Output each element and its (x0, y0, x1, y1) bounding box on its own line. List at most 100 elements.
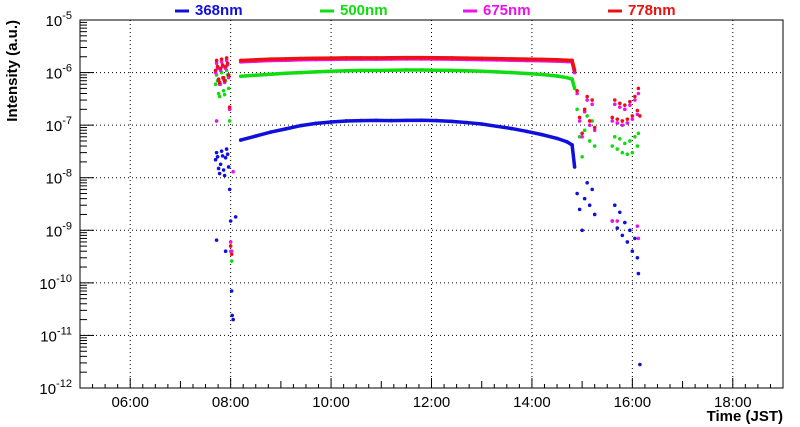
data-point (630, 114, 635, 118)
data-point (615, 219, 620, 223)
data-point (635, 255, 640, 260)
data-point (228, 219, 233, 223)
data-point (625, 240, 630, 244)
y-tick-label: 10-11 (40, 325, 72, 345)
data-point (636, 91, 641, 96)
data-point (227, 119, 232, 123)
data-point (577, 135, 582, 139)
data-point (636, 271, 641, 276)
data-point (628, 228, 632, 233)
data-point (229, 249, 234, 254)
data-point (217, 94, 222, 99)
legend-label: 500nm (340, 2, 388, 19)
data-point (226, 86, 231, 91)
data-point (215, 64, 220, 69)
data-point (229, 289, 234, 293)
data-point (225, 152, 230, 157)
data-point (623, 141, 627, 146)
data-point (633, 98, 637, 102)
x-tick-label: 16:00 (614, 394, 652, 411)
data-point (612, 98, 617, 102)
data-point (582, 128, 587, 133)
series-675nm (213, 57, 641, 254)
data-point (585, 181, 589, 185)
data-point (615, 117, 620, 121)
data-point (577, 207, 582, 212)
data-point (224, 147, 229, 151)
data-point (628, 139, 632, 143)
data-point (580, 154, 584, 159)
data-point (612, 102, 617, 107)
data-point (618, 136, 622, 141)
data-point (223, 155, 228, 160)
data-point (577, 115, 582, 120)
data-point (227, 187, 232, 192)
data-point (229, 252, 234, 257)
data-point (590, 98, 594, 102)
y-tick-label: 10-8 (46, 168, 72, 188)
data-point (226, 75, 231, 80)
data-point (217, 80, 222, 85)
series-778nm (213, 55, 642, 257)
data-point (636, 86, 641, 91)
data-point (222, 92, 227, 97)
data-point (221, 75, 226, 80)
data-point (620, 119, 625, 123)
x-tick-label: 06:00 (111, 394, 149, 411)
data-point (592, 125, 597, 130)
data-point (575, 89, 579, 93)
data-point (628, 103, 632, 107)
data-point (610, 115, 615, 120)
data-point (231, 169, 235, 174)
data-point (214, 119, 219, 123)
data-point (223, 249, 228, 254)
data-point (223, 64, 228, 69)
data-point (214, 238, 219, 242)
data-point (630, 249, 635, 254)
data-point (221, 168, 226, 172)
data-point (587, 203, 592, 207)
data-point (638, 362, 642, 367)
data-point (635, 224, 640, 228)
data-point (222, 78, 227, 83)
data-point (633, 94, 637, 99)
data-point (214, 61, 219, 66)
x-axis: 06:00 08:00 10:00 12:00 14:00 16:00 18:00 (79, 378, 784, 411)
data-point (620, 233, 625, 238)
data-point (225, 61, 230, 66)
data-point (633, 236, 637, 241)
data-point (636, 236, 641, 241)
data-point (635, 144, 640, 148)
y-axis-title: Intensity (a.u.) (4, 20, 21, 122)
data-point (219, 149, 224, 153)
data-point (623, 220, 627, 225)
data-point (226, 73, 231, 77)
data-point (575, 107, 579, 112)
data-point (215, 154, 220, 159)
data-point (218, 162, 223, 167)
data-point (612, 135, 617, 139)
data-point (575, 191, 579, 196)
data-point (224, 58, 229, 63)
data-point (590, 187, 594, 192)
series-368nm (213, 118, 642, 367)
data-point (220, 154, 225, 158)
data-point (218, 66, 223, 71)
data-point (590, 119, 594, 123)
data-point (628, 99, 632, 104)
series-500nm (213, 68, 641, 263)
data-point (623, 107, 627, 112)
x-axis-title: Time (JST) (707, 408, 783, 425)
data-point (219, 60, 224, 64)
data-point (580, 135, 584, 139)
data-point (582, 107, 587, 112)
data-point (587, 123, 592, 127)
series-line (240, 118, 577, 168)
data-point (620, 123, 625, 127)
data-point (230, 313, 234, 318)
data-point (620, 150, 625, 155)
data-point (612, 203, 617, 207)
data-point (582, 196, 587, 201)
data-point (226, 165, 231, 169)
